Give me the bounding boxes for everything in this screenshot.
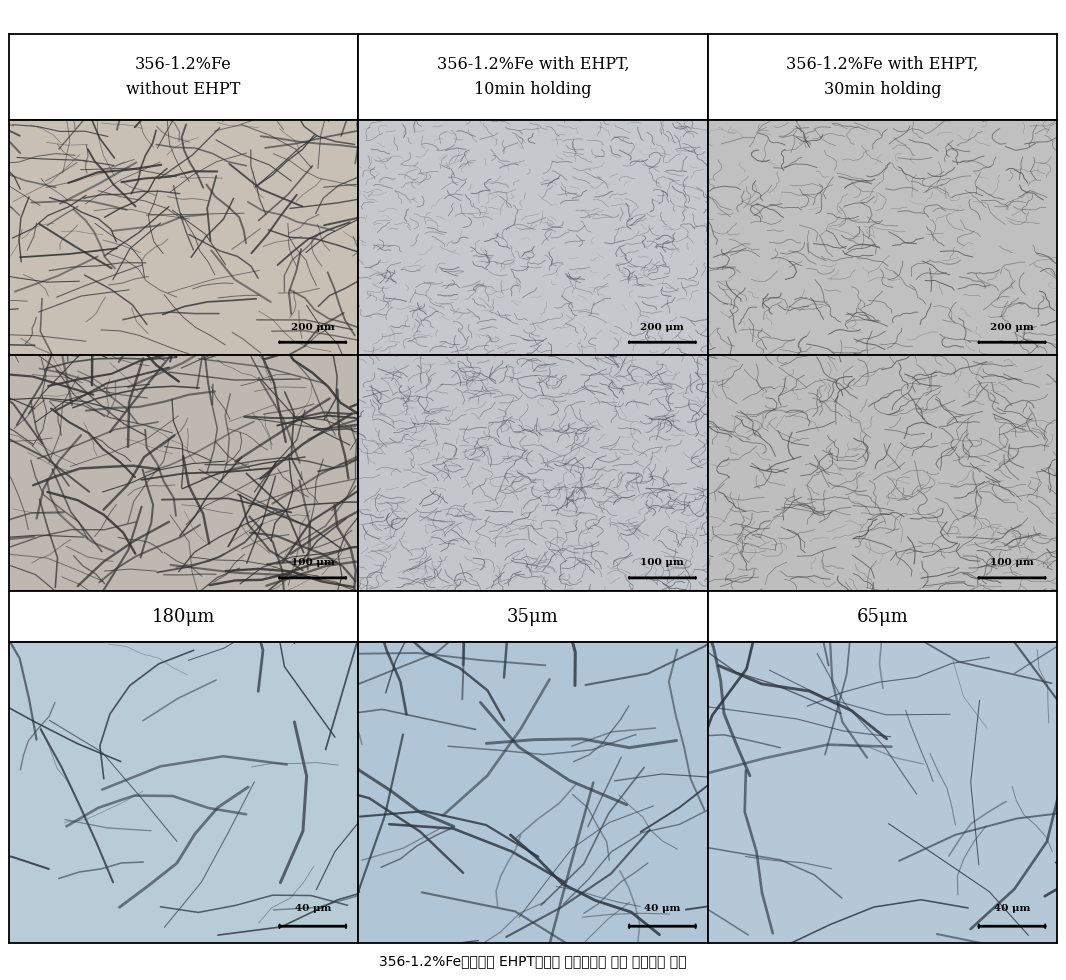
Text: 40 μm: 40 μm	[294, 904, 330, 912]
Text: 40 μm: 40 μm	[994, 904, 1030, 912]
Text: 200 μm: 200 μm	[990, 322, 1034, 331]
Text: 180μm: 180μm	[151, 608, 215, 625]
Text: 35μm: 35μm	[507, 608, 559, 625]
Text: 65μm: 65μm	[857, 608, 908, 625]
Text: 100 μm: 100 μm	[990, 559, 1034, 567]
Text: 40 μm: 40 μm	[644, 904, 680, 912]
Text: 100 μm: 100 μm	[291, 559, 335, 567]
Text: 356-1.2%Fe
without EHPT: 356-1.2%Fe without EHPT	[126, 56, 241, 98]
Text: 200 μm: 200 μm	[641, 322, 684, 331]
Text: 356-1.2%Fe with EHPT,
10min holding: 356-1.2%Fe with EHPT, 10min holding	[437, 56, 629, 98]
Text: 356-1.2%Fe with EHPT,
30min holding: 356-1.2%Fe with EHPT, 30min holding	[787, 56, 979, 98]
Text: 200 μm: 200 μm	[291, 322, 335, 331]
Text: 100 μm: 100 μm	[641, 559, 684, 567]
Text: 356-1.2%Fe합금에서 EHPT처리후 유지시간에 따른 미세조직 영향: 356-1.2%Fe합금에서 EHPT처리후 유지시간에 따른 미세조직 영향	[379, 955, 687, 968]
